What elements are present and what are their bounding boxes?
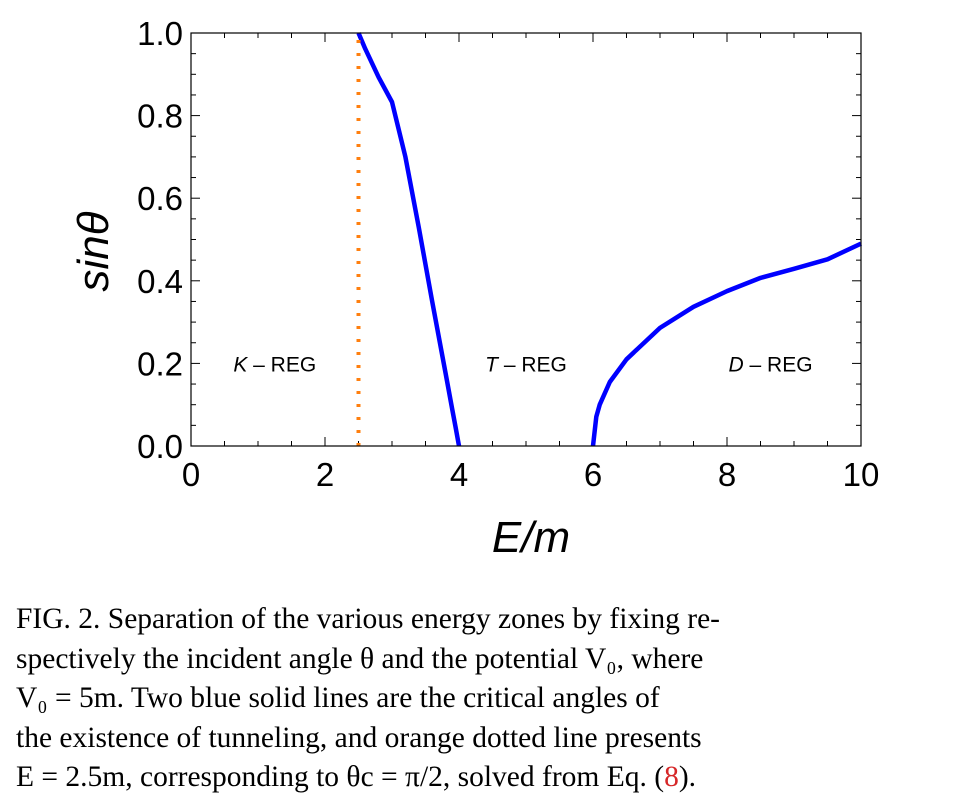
y-tick-label: 0.4 (137, 263, 183, 300)
caption-line-5: E = 2.5m, corresponding to θc = π/2, sol… (16, 758, 938, 798)
blue-critical-curve-2 (590, 241, 862, 447)
blue-critical-curve-1 (356, 32, 462, 447)
x-axis-title: E/m (492, 513, 570, 562)
plot-frame (190, 32, 862, 447)
region-label-suffix: – REG (498, 353, 567, 376)
caption-line-3: V₀ = 5m. Two blue solid lines are the cr… (16, 682, 660, 714)
chart: 0 2 4 6 8 100.00.20.40.60.81.0 K – REG T – REG… (69, 15, 879, 562)
series-layer (356, 32, 862, 447)
region-label: K – REG (233, 353, 316, 376)
caption-line-5-end: ). (678, 761, 697, 793)
caption-line-5-text: E = 2.5m, corresponding to θc = π/2, sol… (16, 761, 665, 793)
equation-reference-link[interactable]: 8 (664, 761, 679, 793)
y-tick-label: 1.0 (137, 15, 183, 52)
region-label-suffix: – REG (744, 353, 813, 376)
x-tick-label: 10 (843, 456, 880, 493)
x-tick-label: 8 (718, 456, 736, 493)
region-label: D – REG (729, 353, 813, 376)
x-tick-label: 4 (450, 456, 468, 493)
y-axis-title: sinθ (69, 211, 118, 291)
x-tick-label: 2 (316, 456, 334, 493)
region-label: T – REG (485, 353, 567, 376)
figure-caption: FIG. 2. Separation of the various energy… (16, 600, 938, 798)
tick-labels: 0 2 4 6 8 10 0.0 0.2 0.4 0.6 0.8 1.0 (137, 15, 879, 493)
region-label-letter: T (485, 353, 500, 376)
region-label-letter: D (729, 353, 744, 376)
y-tick-label: 0.2 (137, 345, 183, 382)
x-tick-label: 0 (182, 456, 200, 493)
caption-line-4: the existence of tunneling, and orange d… (16, 721, 702, 754)
y-tick-label: 0.0 (137, 428, 183, 465)
y-tick-label: 0.6 (137, 180, 183, 217)
region-labels: K – REG T – REG D – REG (233, 353, 812, 376)
region-label-letter: K (233, 353, 248, 376)
x-tick-label: 6 (584, 456, 602, 493)
y-tick-label: 0.8 (137, 98, 183, 135)
tick-marks (190, 32, 862, 447)
region-label-suffix: – REG (247, 353, 316, 376)
caption-line-2: spectively the incident angle θ and the … (16, 642, 704, 675)
caption-line-1: FIG. 2. Separation of the various energy… (16, 603, 720, 635)
